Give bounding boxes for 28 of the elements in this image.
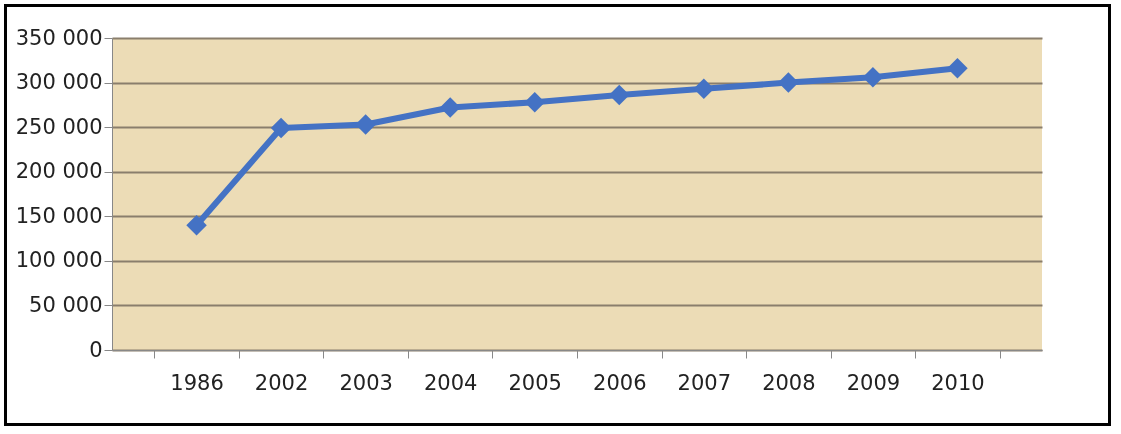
y-tick-label: 350 000 (15, 25, 103, 50)
y-tick-label: 200 000 (15, 159, 103, 184)
y-tick-label: 250 000 (15, 114, 103, 139)
point (947, 58, 968, 79)
point (778, 72, 799, 93)
y-tick-label: 150 000 (15, 203, 103, 228)
y-tick-label: 100 000 (15, 248, 103, 273)
x-tick-label: 2005 (508, 370, 562, 395)
x-tick-label: 2002 (254, 370, 309, 395)
x-tick-label: 2004 (423, 370, 478, 395)
x-tick-label: 2008 (762, 370, 816, 395)
x-tick-label: 2007 (677, 370, 732, 395)
point (862, 66, 884, 88)
x-tick-label: 2006 (593, 370, 647, 395)
point (524, 91, 545, 113)
point (439, 97, 461, 118)
point (186, 214, 207, 236)
x-tick-label: 2009 (846, 370, 901, 395)
point (693, 78, 715, 100)
x-tick-label: 2003 (339, 370, 393, 395)
x-tick-label: 1986 (170, 370, 224, 395)
y-tick-label: 0 (89, 337, 103, 362)
y-tick-label: 50 000 (29, 292, 103, 317)
x-tick-label: 2010 (931, 370, 985, 395)
point (609, 84, 630, 106)
point (270, 117, 292, 139)
point (355, 114, 376, 135)
y-tick-label: 300 000 (15, 70, 103, 95)
